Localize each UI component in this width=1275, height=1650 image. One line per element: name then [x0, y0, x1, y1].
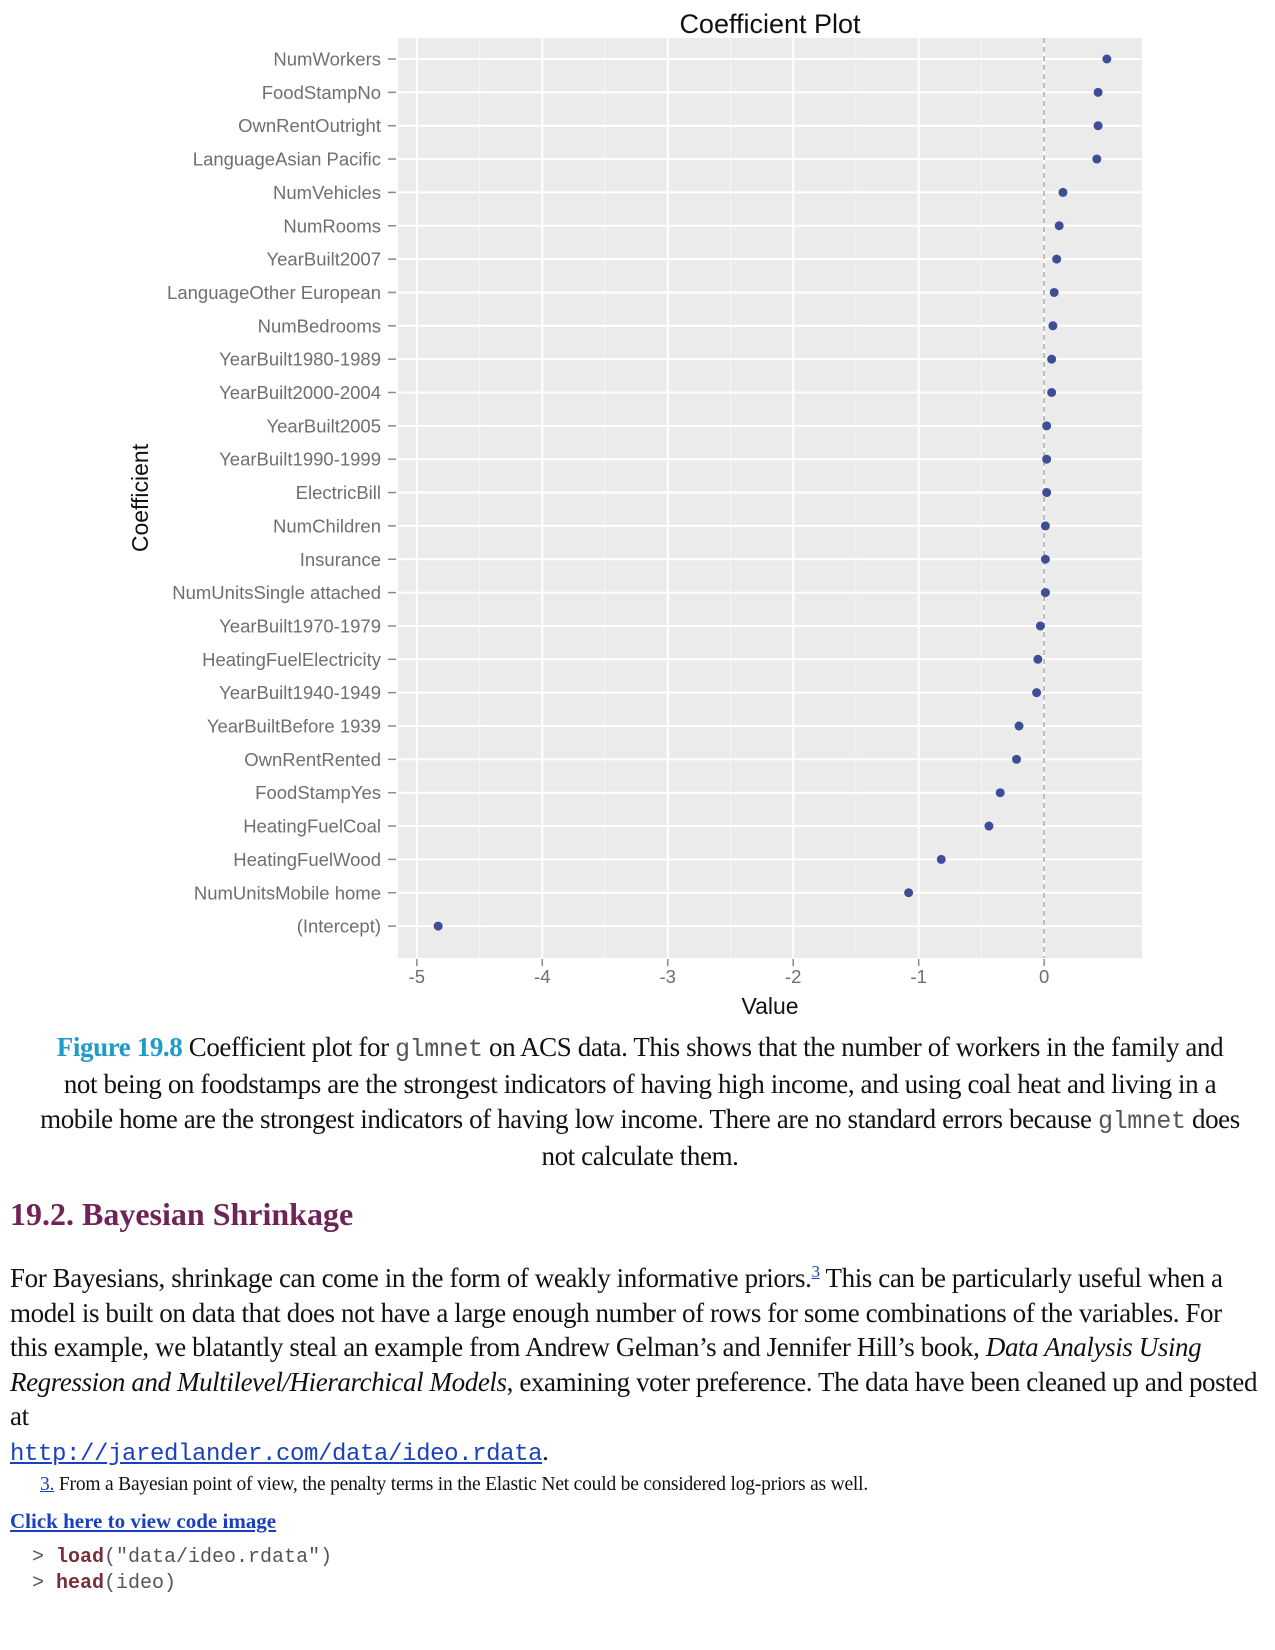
footnote-ref-link[interactable]: 3: [811, 1262, 821, 1281]
paragraph-text: .: [542, 1435, 549, 1466]
data-url-link[interactable]: http://jaredlander.com/data/ideo.rdata: [10, 1440, 543, 1468]
x-ticks: [416, 959, 1045, 966]
code-args: (ideo): [104, 1572, 177, 1595]
footnote: 3. From a Bayesian point of view, the pe…: [40, 1474, 868, 1496]
y-tick-label: YearBuilt1980-1989: [219, 349, 381, 370]
chart-title: Coefficient Plot: [679, 9, 861, 39]
y-tick-label: YearBuilt1990-1999: [219, 449, 381, 470]
x-tick-label: -3: [660, 966, 676, 987]
y-tick-label: YearBuiltBefore 1939: [207, 716, 381, 737]
y-tick-label: HeatingFuelWood: [233, 849, 381, 870]
data-point: [1042, 454, 1052, 464]
caption-text: Coefficient plot for: [182, 1032, 396, 1062]
data-point: [995, 788, 1005, 798]
data-point: [1048, 321, 1058, 331]
y-tick-label: Insurance: [300, 549, 381, 570]
y-tick-label: YearBuilt1970-1979: [219, 615, 381, 636]
code-block: > load("data/ideo.rdata") > head(ideo): [32, 1545, 332, 1597]
y-tick-label: FoodStampYes: [255, 782, 381, 803]
x-tick-label: 0: [1039, 966, 1049, 987]
y-axis-title: Coefficient: [127, 443, 153, 552]
code-function: load: [56, 1546, 105, 1569]
data-point: [1093, 121, 1103, 131]
y-tick-label: OwnRentRented: [244, 749, 381, 770]
y-tick-label: HeatingFuelElectricity: [202, 649, 382, 670]
y-tick-label: NumUnitsMobile home: [194, 882, 381, 903]
data-point: [1047, 388, 1057, 397]
data-point: [1042, 488, 1052, 498]
y-tick-label: NumUnitsSingle attached: [172, 582, 381, 603]
y-tick-label: NumChildren: [273, 515, 381, 536]
y-tick-label: YearBuilt2005: [266, 415, 381, 436]
y-tick-label: YearBuilt2000-2004: [219, 382, 381, 403]
figure-label: Figure 19.8: [56, 1032, 183, 1062]
paragraph-text: For Bayesians, shrinkage can come in the…: [10, 1263, 812, 1293]
footnote-text: From a Bayesian point of view, the penal…: [54, 1474, 869, 1495]
data-point: [984, 821, 994, 831]
x-tick-label: -2: [785, 966, 801, 987]
book-title: Data Analysis Using Regression and Multi…: [10, 1332, 1202, 1397]
x-tick-labels: -5 -4 -3 -2 -1 0: [409, 966, 1050, 987]
coefficient-plot: NumWorkers FoodStampNo OwnRentOutright Lang…: [127, 9, 1142, 1019]
section-heading: 19.2. Bayesian Shrinkage: [10, 1196, 354, 1232]
caption-code: glmnet: [395, 1035, 483, 1064]
body-paragraph: For Bayesians, shrinkage can come in the…: [10, 1253, 1260, 1472]
code-prompt: >: [32, 1572, 57, 1595]
data-point: [1052, 254, 1062, 264]
data-point: [1102, 54, 1112, 64]
y-tick-label: YearBuilt1940-1949: [219, 682, 381, 703]
data-point: [1047, 354, 1057, 364]
data-point: [1054, 221, 1064, 231]
y-tick-label: NumRooms: [283, 215, 381, 236]
y-tick-label: (Intercept): [297, 916, 381, 937]
paragraph-text: , examining voter preference. The data h…: [10, 1366, 1258, 1432]
gridlines: [398, 38, 1142, 958]
data-point: [1093, 87, 1103, 97]
y-ticks: [388, 58, 396, 927]
x-tick-label: -4: [534, 966, 550, 987]
x-tick-label: -5: [409, 966, 425, 987]
x-axis-title: Value: [741, 993, 798, 1019]
data-point: [1042, 421, 1052, 431]
caption-text: does not calculate them.: [541, 1104, 1240, 1171]
code-prompt: >: [32, 1546, 57, 1569]
code-args: ("data/ideo.rdata"): [104, 1546, 333, 1569]
data-point: [1014, 721, 1024, 731]
data-point: [1033, 654, 1043, 664]
y-tick-label: FoodStampNo: [262, 82, 381, 103]
footnote-ref: 3: [811, 1257, 821, 1282]
y-tick-label: OwnRentOutright: [238, 115, 381, 136]
figure-caption: Figure 19.8 Coefficient plot for glmnet …: [40, 1030, 1240, 1174]
y-tick-label: LanguageAsian Pacific: [193, 149, 381, 170]
data-point: [1049, 287, 1059, 297]
data-point: [1040, 554, 1050, 564]
view-code-image-link[interactable]: Click here to view code image: [10, 1509, 277, 1533]
data-point: [936, 854, 946, 864]
data-point: [1058, 187, 1068, 197]
code-function: head: [56, 1572, 105, 1595]
data-point: [1012, 754, 1022, 764]
data-point: [1035, 621, 1045, 631]
y-tick-label: YearBuilt2007: [266, 249, 381, 270]
caption-code: glmnet: [1098, 1107, 1186, 1136]
y-tick-label: NumWorkers: [273, 49, 381, 70]
data-point: [1092, 154, 1102, 164]
data-point: [1032, 688, 1042, 698]
data-point: [1040, 588, 1050, 598]
data-point: [904, 888, 914, 898]
paragraph-text: This can be particularly useful when a m…: [10, 1263, 1223, 1362]
caption-text: on ACS data. This shows that the number …: [40, 1032, 1224, 1134]
x-tick-label: -1: [910, 966, 926, 987]
y-tick-label: LanguageOther European: [167, 282, 381, 303]
y-tick-label: ElectricBill: [296, 482, 381, 503]
data-points: [433, 54, 1112, 931]
y-tick-label: HeatingFuelCoal: [243, 816, 381, 837]
plot-panel: [398, 38, 1142, 958]
y-tick-label: NumVehicles: [273, 182, 381, 203]
data-point: [1040, 521, 1050, 531]
footnote-number-link[interactable]: 3.: [40, 1474, 55, 1495]
y-tick-labels: NumWorkers FoodStampNo OwnRentOutright Lang…: [167, 49, 382, 937]
data-point: [433, 921, 443, 931]
y-tick-label: NumBedrooms: [258, 315, 381, 336]
